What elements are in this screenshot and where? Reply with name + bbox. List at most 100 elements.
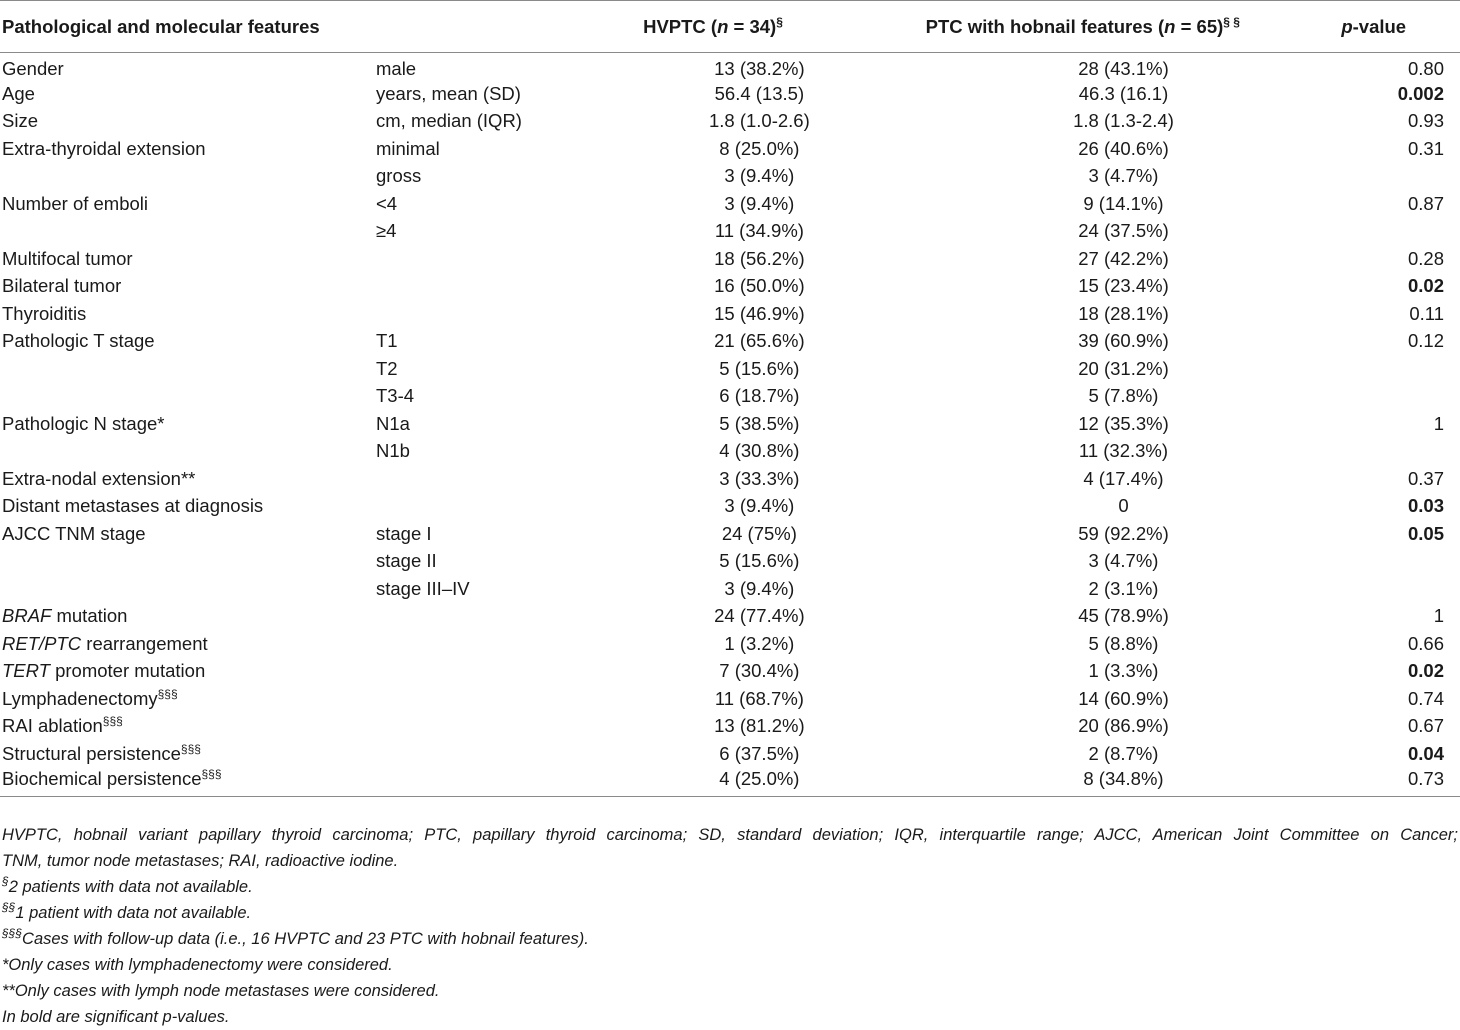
table-row: Pathologic T stage T1 21 (65.6%) 39 (60.9%)… <box>0 328 1460 356</box>
cell-p-value: 0.80 <box>1407 57 1444 79</box>
footnote-5: **Only cases with lymph node metastases … <box>2 982 440 1000</box>
cell-ptc-hobnail: 18 (28.1%) <box>1078 302 1169 324</box>
table-row: Age years, mean (SD) 56.4 (13.5) 46.3 (16.1… <box>0 80 1460 108</box>
cell-ptc-hobnail: 3 (4.7%) <box>1088 165 1159 187</box>
cell-hvptc: 18 (56.2%) <box>714 247 805 269</box>
cell-hvptc: 56.4 (13.5) <box>714 82 805 104</box>
cell-ptc-hobnail: 5 (7.8%) <box>1088 385 1159 407</box>
table-row: Bilateral tumor 16 (50.0%) 15 (23.4%) 0.02 <box>0 273 1460 301</box>
cell-p-value <box>1341 355 1460 383</box>
cell-hvptc: 5 (38.5%) <box>719 412 800 434</box>
cell-ptc-hobnail: 45 (78.9%) <box>1078 605 1169 627</box>
results-table: Pathological and molecular features HVPT… <box>0 0 1460 797</box>
header-hvptc: HVPTC (n = 34)§ <box>613 0 906 53</box>
table-row: RAI ablation§§§ 13 (81.2%) 20 (86.9%) 0.67 <box>0 713 1460 741</box>
cell-hvptc: 3 (33.3%) <box>719 467 800 489</box>
cell-ptc-hobnail: 20 (86.9%) <box>1078 715 1169 737</box>
cell-subcategory: N1a <box>376 412 410 434</box>
table-row: stage III–IV 3 (9.4%) 2 (3.1%) <box>0 575 1460 603</box>
cell-feature: Pathologic T stage <box>2 330 155 352</box>
cell-p-value <box>1341 163 1460 191</box>
cell-ptc-hobnail: 1.8 (1.3-2.4) <box>1073 110 1174 132</box>
cell-feature: RAI ablation§§§ <box>2 714 123 737</box>
cell-subcategory <box>376 767 614 797</box>
cell-feature <box>0 438 376 466</box>
cell-hvptc: 13 (38.2%) <box>714 57 805 79</box>
table-row: Extra-thyroidal extension minimal 8 (25.0%… <box>0 135 1460 163</box>
cell-subcategory <box>376 245 613 273</box>
table-header-row: Pathological and molecular features HVPT… <box>0 0 1460 53</box>
table-body: Gender male 13 (38.2%) 28 (43.1%) 0.80 Age yea… <box>0 53 1460 797</box>
cell-hvptc: 8 (25.0%) <box>719 137 800 159</box>
table-row: Number of emboli <4 3 (9.4%) 9 (14.1%) 0.87 <box>0 190 1460 218</box>
cell-ptc-hobnail: 14 (60.9%) <box>1078 687 1169 709</box>
cell-subcategory <box>376 603 613 631</box>
cell-ptc-hobnail: 46.3 (16.1) <box>1078 82 1169 104</box>
cell-ptc-hobnail: 5 (8.8%) <box>1088 632 1159 654</box>
cell-subcategory: cm, median (IQR) <box>376 110 522 132</box>
cell-feature: Biochemical persistence§§§ <box>0 767 376 797</box>
cell-feature <box>0 548 376 576</box>
cell-p-value: 0.87 <box>1407 192 1444 214</box>
cell-feature: Number of emboli <box>2 192 149 214</box>
header-ptc-hobnail: PTC with hobnail features (n = 65)§ § <box>905 0 1342 53</box>
cell-subcategory <box>376 273 613 301</box>
cell-hvptc: 5 (15.6%) <box>719 550 800 572</box>
cell-hvptc: 16 (50.0%) <box>714 275 805 297</box>
cell-feature <box>0 163 376 191</box>
cell-ptc-hobnail: 59 (92.2%) <box>1078 522 1169 544</box>
footnote-abbreviations-line2: TNM, tumor node metastases; RAI, radioac… <box>2 852 399 870</box>
cell-hvptc: 1.8 (1.0-2.6) <box>708 110 810 132</box>
table-row: RET/PTC rearrangement 1 (3.2%) 5 (8.8%) 0.6… <box>0 630 1460 658</box>
table-row: Gender male 13 (38.2%) 28 (43.1%) 0.80 <box>0 53 1460 81</box>
table-row: Lymphadenectomy§§§ 11 (68.7%) 14 (60.9%) 0.… <box>0 685 1460 713</box>
cell-feature: Distant metastases at diagnosis <box>2 495 264 517</box>
footnote-4: *Only cases with lymphadenectomy were co… <box>2 956 393 974</box>
header-p-value: p-value <box>1341 0 1460 53</box>
cell-ptc-hobnail: 2 (8.7%) <box>1088 742 1159 764</box>
cell-subcategory: gross <box>376 165 422 187</box>
cell-p-value: 1 <box>1433 412 1444 434</box>
cell-p-value: 0.02 <box>1407 660 1444 682</box>
table-row: Size cm, median (IQR) 1.8 (1.0-2.6) 1.8 (1.… <box>0 108 1460 136</box>
cell-feature: Pathologic N stage* <box>2 412 165 434</box>
cell-ptc-hobnail: 24 (37.5%) <box>1078 220 1169 242</box>
cell-ptc-hobnail: 11 (32.3%) <box>1078 440 1169 462</box>
cell-subcategory <box>376 465 613 493</box>
cell-subcategory <box>376 493 613 521</box>
cell-subcategory: T1 <box>376 330 398 352</box>
cell-ptc-hobnail: 28 (43.1%) <box>1078 57 1169 79</box>
cell-feature: TERT promoter mutation <box>2 660 206 682</box>
cell-subcategory: male <box>376 57 417 79</box>
cell-ptc-hobnail: 20 (31.2%) <box>1078 357 1169 379</box>
cell-subcategory <box>376 685 613 713</box>
cell-feature: Gender <box>2 57 64 79</box>
cell-hvptc: 13 (81.2%) <box>714 715 805 737</box>
cell-subcategory: years, mean (SD) <box>376 82 521 104</box>
cell-p-value: 0.11 <box>1409 302 1444 324</box>
cell-hvptc: 3 (9.4%) <box>724 165 795 187</box>
table-footnotes: HVPTC, hobnail variant papillary thyroid… <box>2 822 1458 1030</box>
cell-subcategory: <4 <box>376 192 398 214</box>
cell-ptc-hobnail: 15 (23.4%) <box>1078 275 1169 297</box>
table-row: BRAF mutation 24 (77.4%) 45 (78.9%) 1 <box>0 603 1460 631</box>
cell-hvptc: 6 (18.7%) <box>719 385 800 407</box>
cell-hvptc: 21 (65.6%) <box>714 330 805 352</box>
cell-feature: Lymphadenectomy§§§ <box>2 686 178 709</box>
table-row: Extra-nodal extension** 3 (33.3%) 4 (17.4%… <box>0 465 1460 493</box>
cell-p-value <box>1341 383 1460 411</box>
cell-p-value: 0.04 <box>1407 742 1444 764</box>
cell-p-value: 0.73 <box>1341 767 1460 797</box>
cell-feature <box>0 575 376 603</box>
cell-subcategory: stage III–IV <box>376 577 470 599</box>
cell-ptc-hobnail: 27 (42.2%) <box>1078 247 1169 269</box>
cell-ptc-hobnail: 0 <box>1118 495 1129 517</box>
cell-subcategory: T2 <box>376 357 398 379</box>
cell-ptc-hobnail: 8 (34.8%) <box>905 767 1342 797</box>
cell-hvptc: 3 (9.4%) <box>724 495 795 517</box>
cell-hvptc: 7 (30.4%) <box>719 660 800 682</box>
table-row: T3-4 6 (18.7%) 5 (7.8%) <box>0 383 1460 411</box>
cell-ptc-hobnail: 4 (17.4%) <box>1083 467 1164 489</box>
cell-hvptc: 3 (9.4%) <box>724 192 795 214</box>
cell-p-value: 0.05 <box>1407 522 1444 544</box>
